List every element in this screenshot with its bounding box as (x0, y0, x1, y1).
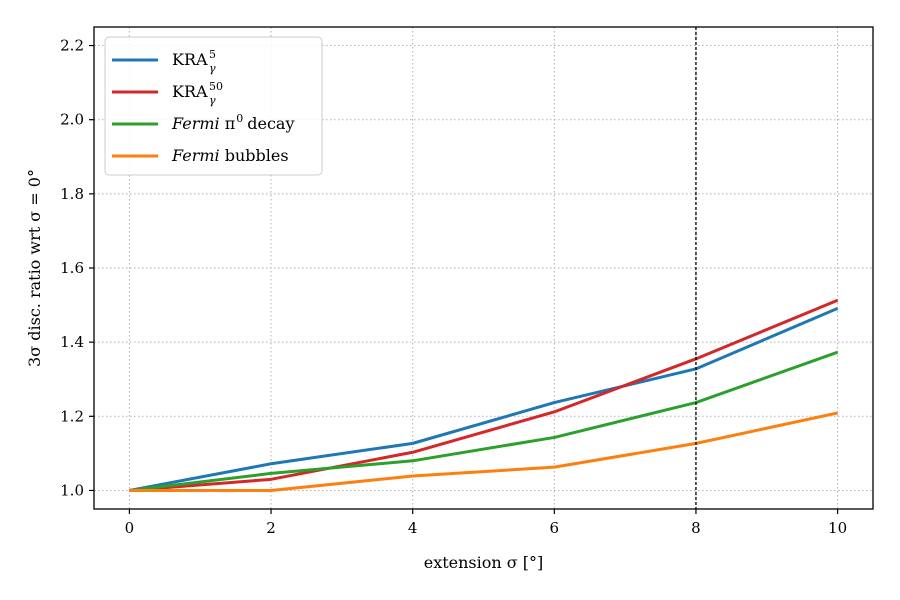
y-tick-label: 1.2 (60, 407, 84, 425)
series-line (129, 298, 839, 492)
legend-superscript: 50 (209, 80, 223, 93)
series-lines (129, 298, 839, 492)
legend-subscript: γ (209, 94, 216, 107)
y-tick-label: 2.2 (60, 37, 84, 55)
x-tick-label: 10 (828, 519, 847, 537)
legend-superscript: 5 (209, 48, 216, 61)
y-axis: 1.0 1.2 1.4 1.6 1.8 2.0 2.2 (60, 37, 94, 499)
y-tick-label: 2.0 (60, 111, 84, 129)
x-tick-label: 8 (691, 519, 701, 537)
legend-entry-label: KRA (172, 50, 208, 69)
y-tick-label: 1.4 (60, 333, 84, 351)
series-line (129, 307, 839, 492)
y-tick-label: 1.6 (60, 259, 84, 277)
x-tick-label: 6 (550, 519, 560, 537)
legend-entry-label: KRA (172, 82, 208, 101)
x-axis-label: extension σ [°] (424, 553, 544, 572)
legend-entry-label: Fermi bubbles (171, 146, 289, 165)
legend-entry-suffix: decay (247, 114, 294, 133)
x-axis: 0 2 4 6 8 10 (125, 509, 847, 537)
y-tick-label: 1.8 (60, 185, 84, 203)
legend-subscript: γ (209, 62, 216, 75)
series-line (129, 411, 838, 492)
legend-box (104, 36, 323, 176)
y-axis-label: 3σ disc. ratio wrt σ = 0° (25, 169, 44, 367)
x-tick-label: 0 (125, 519, 135, 537)
x-tick-label: 2 (266, 519, 276, 537)
x-tick-label: 4 (408, 519, 418, 537)
legend-entry-label: Fermi π (171, 114, 235, 133)
grid (94, 27, 873, 509)
y-tick-label: 1.0 (60, 481, 84, 499)
series-line (129, 350, 839, 492)
legend-superscript: 0 (236, 112, 243, 125)
